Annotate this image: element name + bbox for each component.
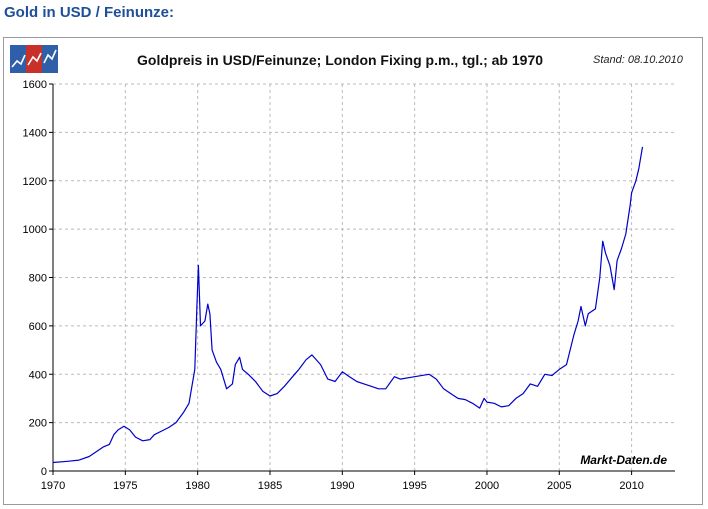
y-tick-label: 1600 [23,79,47,91]
y-tick-label: 400 [29,369,47,381]
y-tick-label: 1000 [23,224,47,236]
x-tick-label: 1985 [258,480,282,492]
chart-title: Goldpreis in USD/Feinunze; London Fixing… [137,52,544,68]
x-tick-label: 2000 [475,480,499,492]
grid [53,83,675,471]
chart-frame [3,37,703,505]
site-logo-icon [10,45,58,73]
axes [49,83,675,475]
series-line-gold-price [52,146,644,464]
x-tick-label: 2010 [619,480,643,492]
x-tick-label: 1990 [330,480,354,492]
y-tick-label: 1200 [23,176,47,188]
x-tick-label: 1995 [402,480,426,492]
x-tick-label: 1975 [113,480,137,492]
x-tick-label: 2005 [547,480,571,492]
y-tick-labels: 0 200 400 600 800 1000 1200 1400 1600 [23,79,47,478]
y-tick-label: 200 [29,418,47,430]
stand-date: Stand: 08.10.2010 [593,54,683,66]
y-tick-label: 600 [29,321,47,333]
x-tick-label: 1970 [41,480,65,492]
y-tick-label: 1400 [23,127,47,139]
page-heading: Gold in USD / Feinunze: [4,4,174,21]
y-tick-label: 800 [29,273,47,285]
source-label: Markt-Daten.de [580,453,667,467]
y-tick-label: 0 [41,466,47,478]
x-tick-label: 1980 [185,480,209,492]
x-tick-labels: 1970 1975 1980 1985 1990 1995 2000 2005 2010 [41,480,644,492]
series-lines [52,146,644,464]
